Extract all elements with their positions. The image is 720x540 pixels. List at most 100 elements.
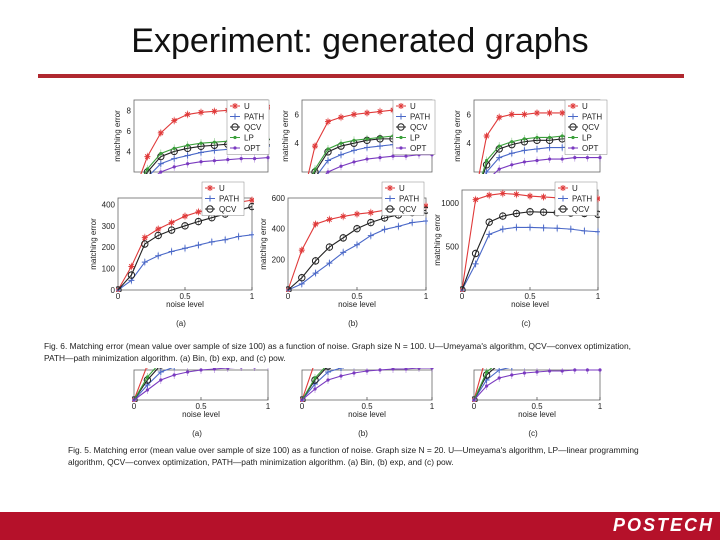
data-point-u <box>326 216 333 223</box>
x-axis-label: noise level <box>518 410 556 419</box>
y-tick-label: 300 <box>102 222 116 231</box>
legend-marker <box>560 195 566 202</box>
data-point-u <box>340 213 347 220</box>
data-point-opt <box>239 157 243 161</box>
chart-panel-3: 0 0.5 1 noise level (c) 500 1000 matching error… <box>433 181 601 328</box>
data-point-path <box>554 225 561 232</box>
data-point-path <box>184 152 191 159</box>
data-point-opt <box>510 373 514 377</box>
data-point-opt <box>535 158 539 163</box>
data-point-path <box>486 231 493 238</box>
data-point-qcv <box>158 368 163 369</box>
data-point-u <box>171 117 178 124</box>
data-point-qcv <box>353 224 361 233</box>
chart-panel-1: 0 0.5 1 noise level (a) 0 100 200 300 400 matching… <box>89 181 255 328</box>
x-tick-label: 0 <box>460 292 465 301</box>
data-point-path <box>527 224 533 231</box>
data-point-u <box>486 192 493 199</box>
data-point-opt <box>172 165 176 169</box>
data-point-u <box>195 208 202 215</box>
data-point-lp <box>485 370 489 374</box>
data-point-u <box>534 109 540 116</box>
data-point-path <box>409 219 416 226</box>
data-point-path <box>326 260 333 267</box>
data-point-opt <box>485 179 488 182</box>
data-point-qcv <box>325 243 334 251</box>
data-point-path <box>157 160 164 167</box>
data-point-opt <box>239 368 243 369</box>
plot-frame <box>133 369 269 401</box>
panel-label: (a) <box>176 319 186 328</box>
data-point-opt <box>186 370 190 374</box>
data-point-u <box>354 211 360 218</box>
data-point-u <box>128 263 135 270</box>
data-point-path <box>351 147 357 154</box>
y-tick-label: 4 <box>467 139 472 148</box>
data-point-u <box>499 190 506 197</box>
data-point-lp <box>199 141 203 145</box>
y-axis-label: matching error <box>433 214 442 266</box>
data-point-lp <box>485 158 489 163</box>
data-point-qcv <box>526 208 534 216</box>
y-axis-label: matching error <box>89 218 98 270</box>
data-point-opt <box>378 156 382 160</box>
legend-entry-qcv: QCV <box>572 205 590 214</box>
y-tick-label: 4 <box>127 147 132 156</box>
data-point-path <box>513 224 520 231</box>
data-point-opt <box>430 368 434 370</box>
data-point-u <box>416 333 422 339</box>
data-point-lp <box>510 140 514 144</box>
data-point-path <box>131 190 137 196</box>
legend-marker <box>231 123 239 131</box>
legend-entry-path: PATH <box>410 113 430 122</box>
legend-entry-path: PATH <box>582 113 602 122</box>
data-point-lp <box>145 375 149 379</box>
data-point-u <box>338 114 344 121</box>
data-point-u <box>211 108 218 115</box>
x-tick-label: 0.5 <box>351 292 363 301</box>
data-point-lp <box>145 167 149 171</box>
data-point-path <box>354 241 360 248</box>
data-point-lp <box>313 376 317 380</box>
data-point-path <box>338 151 344 158</box>
data-point-opt <box>560 369 564 373</box>
data-point-opt <box>391 154 395 158</box>
legend-marker <box>398 103 404 109</box>
data-point-path <box>499 226 506 233</box>
data-point-opt <box>253 157 257 161</box>
panel-label: (c) <box>521 319 531 328</box>
data-point-opt <box>417 368 421 370</box>
y-tick-label: 6 <box>467 110 472 119</box>
data-point-lp <box>378 135 382 140</box>
slide-title: Experiment: generated graphs <box>131 22 589 60</box>
data-point-u <box>429 333 435 339</box>
x-axis-label: noise level <box>338 300 376 309</box>
legend-entry-u: U <box>582 102 588 111</box>
data-point-opt <box>522 371 527 375</box>
panel-label: (a) <box>192 429 202 438</box>
data-point-lp <box>535 135 539 140</box>
data-point-opt <box>365 157 369 161</box>
data-point-u <box>559 109 566 116</box>
data-point-u <box>265 314 271 320</box>
data-point-qcv <box>339 234 347 242</box>
legend-marker <box>386 205 394 213</box>
data-point-qcv <box>127 271 136 279</box>
x-tick-label: 0 <box>472 402 477 411</box>
data-point-u <box>312 221 319 228</box>
data-point-path <box>155 252 162 259</box>
data-point-opt <box>313 183 316 186</box>
y-tick-label: 1000 <box>441 199 459 208</box>
legend-marker <box>207 185 213 191</box>
data-point-opt <box>497 376 501 380</box>
data-point-lp <box>522 137 527 141</box>
x-tick-label: 1 <box>424 292 429 301</box>
data-point-path <box>157 369 164 375</box>
x-tick-label: 1 <box>596 292 601 301</box>
x-axis-label: noise level <box>166 300 204 309</box>
y-tick-label: 400 <box>272 225 286 234</box>
